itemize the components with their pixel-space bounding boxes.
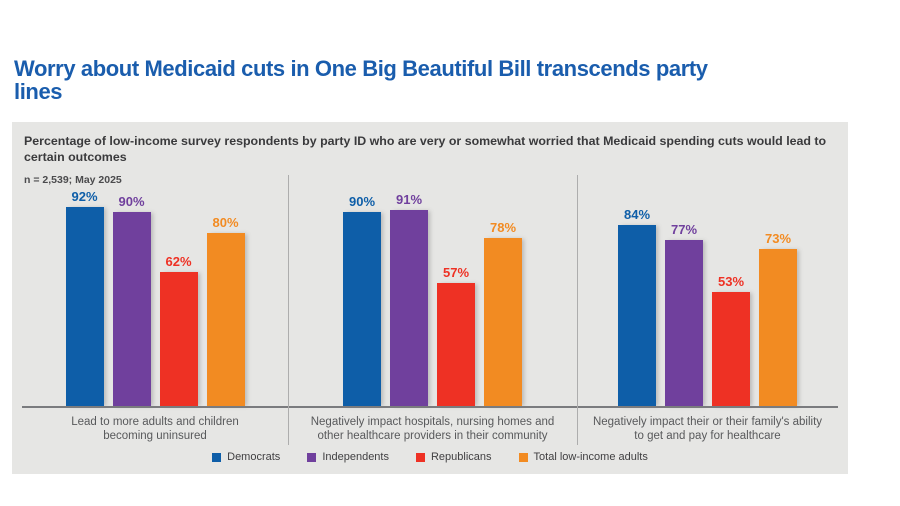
bar-value-label: 53% bbox=[717, 274, 745, 289]
bar-chart: 92% 90% 62% 80% Lead to more adults and chil… bbox=[22, 175, 838, 445]
legend-label: Republicans bbox=[430, 451, 492, 463]
bar-cluster: 84% 77% 53% 73% bbox=[577, 175, 838, 407]
bar bbox=[618, 224, 656, 407]
bar-column: 57% bbox=[437, 265, 475, 407]
legend-swatch-icon bbox=[307, 452, 317, 462]
bar bbox=[390, 209, 428, 407]
bar bbox=[437, 283, 475, 407]
chart-panel: Percentage of low-income survey responde… bbox=[12, 122, 848, 474]
bar bbox=[484, 237, 522, 407]
category-label: Negatively impact their or their family'… bbox=[592, 416, 823, 443]
bar bbox=[665, 239, 703, 407]
legend-label: Democrats bbox=[227, 451, 281, 463]
bar-value-label: 57% bbox=[442, 265, 470, 281]
chart-group: 92% 90% 62% 80% Lead to more adults and chil… bbox=[22, 175, 289, 445]
bar-column: 62% bbox=[159, 254, 198, 407]
bar bbox=[112, 211, 151, 407]
legend-label: Total low-income adults bbox=[533, 451, 648, 463]
bar-column: 78% bbox=[484, 220, 522, 407]
page-title: Worry about Medicaid cuts in One Big Bea… bbox=[14, 56, 708, 105]
bar bbox=[206, 233, 245, 407]
bar bbox=[759, 248, 797, 407]
legend-swatch-icon bbox=[212, 452, 222, 462]
legend-item: Independents bbox=[307, 451, 389, 463]
bar bbox=[343, 211, 381, 407]
bar-value-label: 90% bbox=[118, 193, 145, 209]
chart-subtitle: Percentage of low-income survey responde… bbox=[24, 134, 827, 165]
bar-value-label: 92% bbox=[71, 189, 98, 205]
bar-value-label: 90% bbox=[348, 193, 376, 209]
bar-column: 84% bbox=[618, 207, 656, 407]
bar-cluster: 90% 91% 57% 78% bbox=[288, 175, 577, 407]
legend-item: Democrats bbox=[212, 451, 280, 463]
x-axis-line bbox=[22, 406, 838, 408]
group-divider bbox=[577, 175, 578, 445]
sample-size-note: n = 2,539; May 2025 bbox=[24, 173, 122, 186]
bar-column: 73% bbox=[759, 231, 797, 407]
legend-label: Independents bbox=[322, 451, 389, 463]
bar-column: 92% bbox=[65, 189, 104, 407]
legend-swatch-icon bbox=[518, 452, 528, 462]
bar-column: 90% bbox=[112, 193, 151, 407]
legend-swatch-icon bbox=[415, 452, 425, 462]
legend-item: Total low-income adults bbox=[518, 451, 648, 463]
bar-value-label: 78% bbox=[489, 219, 517, 235]
bar-value-label: 80% bbox=[212, 215, 239, 231]
bar-cluster: 92% 90% 62% 80% bbox=[22, 175, 288, 407]
bar-column: 53% bbox=[712, 274, 750, 407]
bar-column: 91% bbox=[390, 192, 428, 407]
chart-group: 90% 91% 57% 78% Negatively impact hospitals,… bbox=[288, 175, 578, 445]
bar-value-label: 91% bbox=[395, 191, 423, 207]
bar-value-label: 84% bbox=[623, 206, 651, 222]
bar-column: 77% bbox=[665, 222, 703, 407]
bar-value-label: 73% bbox=[764, 230, 792, 246]
chart-group: 84% 77% 53% 73% Negatively impact their or t… bbox=[577, 175, 838, 445]
bar bbox=[712, 292, 750, 407]
bar-value-label: 62% bbox=[165, 254, 192, 270]
bar-column: 90% bbox=[343, 194, 381, 407]
bar bbox=[159, 272, 198, 407]
legend: Democrats Independents Republicans Total lo… bbox=[12, 451, 848, 463]
bar bbox=[65, 207, 104, 407]
legend-item: Republicans bbox=[415, 451, 492, 463]
bar-column: 80% bbox=[206, 215, 245, 407]
group-divider bbox=[288, 175, 289, 445]
category-label: Lead to more adults and children becomin… bbox=[71, 416, 239, 443]
bar-value-label: 77% bbox=[670, 221, 698, 237]
category-label: Negatively impact hospitals, nursing hom… bbox=[310, 416, 555, 443]
